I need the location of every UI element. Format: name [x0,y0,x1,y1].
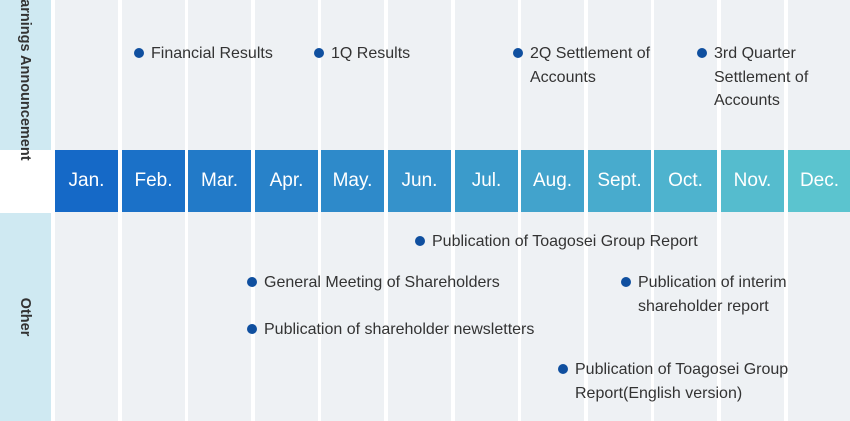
bullet-dot-icon [513,48,523,58]
earnings-event: 1Q Results [314,42,410,66]
month-label: Mar. [201,170,238,191]
other-event: Publication of interim shareholder repor… [621,271,787,318]
month-label: Apr. [269,170,304,191]
row-header-earnings: Earnings Announcement [0,0,51,161]
other-event: General Meeting of Shareholders [247,271,500,295]
other-event-text: Publication of shareholder newsletters [264,321,535,338]
earnings-event: 2Q Settlement of Accounts [513,42,650,89]
row-label-other: Other [17,297,33,337]
month-cell: Apr. [255,150,318,212]
month-cell: Oct. [654,150,717,212]
month-cell: Dec. [788,150,850,212]
month-label: Jan. [68,170,105,191]
bullet-dot-icon [134,48,144,58]
bullet-dot-icon [621,277,631,287]
month-cell: Aug. [521,150,584,212]
other-event-text: General Meeting of Shareholders [264,274,500,291]
earnings-event-text: 2Q Settlement of Accounts [530,45,651,86]
bullet-dot-icon [558,364,568,374]
month-label: Feb. [134,170,173,191]
row-label-earnings: Earnings Announcement [17,0,33,161]
other-event: Publication of Toagosei Group Report [415,230,698,254]
other-event-text: Publication of interim shareholder repor… [638,274,787,315]
month-label: Jun. [401,170,438,191]
month-cell: May. [321,150,384,212]
month-label: May. [332,170,373,191]
bullet-dot-icon [314,48,324,58]
bullet-dot-icon [247,277,257,287]
month-cell: Jan. [55,150,118,212]
row-header-other: Other [0,213,51,421]
other-event-text: Publication of Toagosei Group Report(Eng… [575,361,789,402]
earnings-event: 3rd Quarter Settlement of Accounts [697,42,808,113]
bullet-dot-icon [697,48,707,58]
month-cell: Nov. [721,150,784,212]
month-label: Aug. [532,170,573,191]
month-cell: Feb. [122,150,185,212]
month-label: Dec. [799,170,840,191]
month-label: Nov. [733,170,772,191]
month-label: Jul. [471,170,502,191]
earnings-event: Financial Results [134,42,273,66]
month-label: Sept. [597,170,642,191]
earnings-event-text: 1Q Results [331,45,411,62]
month-label: Oct. [668,170,703,191]
bullet-dot-icon [415,236,425,246]
earnings-event-text: 3rd Quarter Settlement of Accounts [714,45,809,109]
bullet-dot-icon [247,324,257,334]
month-cell: Jun. [388,150,451,212]
month-cell: Sept. [588,150,651,212]
other-event: Publication of shareholder newsletters [247,318,534,342]
month-cell: Jul. [455,150,518,212]
earnings-event-text: Financial Results [151,45,273,62]
month-cell: Mar. [188,150,251,212]
other-event: Publication of Toagosei Group Report(Eng… [558,358,788,405]
other-event-text: Publication of Toagosei Group Report [432,233,698,250]
